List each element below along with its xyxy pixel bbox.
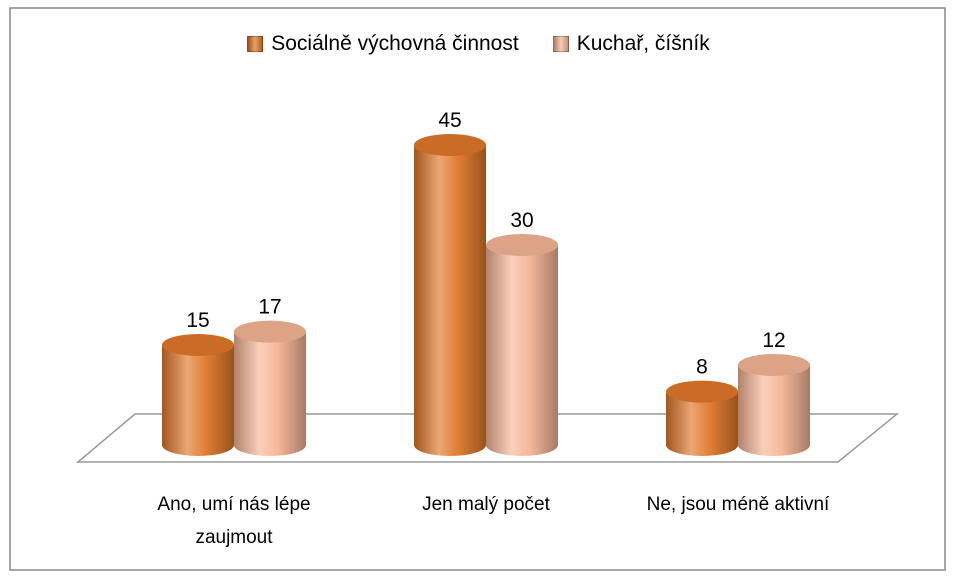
data-label: 15 — [186, 309, 209, 332]
legend: Sociálně výchovná činnost Kuchař, číšník — [0, 32, 957, 56]
bar — [234, 331, 306, 456]
data-label: 30 — [510, 209, 533, 232]
x-tick-label: Ne, jsou méně aktivní — [646, 494, 830, 515]
legend-label: Sociálně výchovná činnost — [271, 32, 519, 55]
legend-item: Kuchař, číšník — [552, 32, 710, 56]
bar-top — [486, 234, 558, 256]
legend-label: Kuchař, číšník — [576, 32, 710, 55]
legend-item: Sociálně výchovná činnost — [247, 32, 519, 56]
legend-swatch — [552, 36, 569, 52]
bar-top — [162, 334, 234, 356]
x-tick-label: Ano, umí nás lépe zaujmout — [157, 494, 311, 548]
bar — [414, 145, 486, 456]
bar-top — [414, 134, 486, 156]
bar — [738, 365, 810, 456]
data-label: 45 — [438, 109, 461, 132]
bar — [486, 245, 558, 456]
bar-top — [738, 354, 810, 376]
data-label: 8 — [696, 356, 708, 379]
x-tick-label: Jen malý počet — [422, 494, 550, 515]
bar — [666, 391, 738, 456]
legend-swatch — [247, 36, 264, 52]
data-label: 12 — [762, 329, 785, 352]
data-label: 17 — [258, 296, 281, 319]
bar-top — [666, 380, 738, 403]
bar-top — [234, 320, 306, 343]
bar — [162, 345, 234, 456]
